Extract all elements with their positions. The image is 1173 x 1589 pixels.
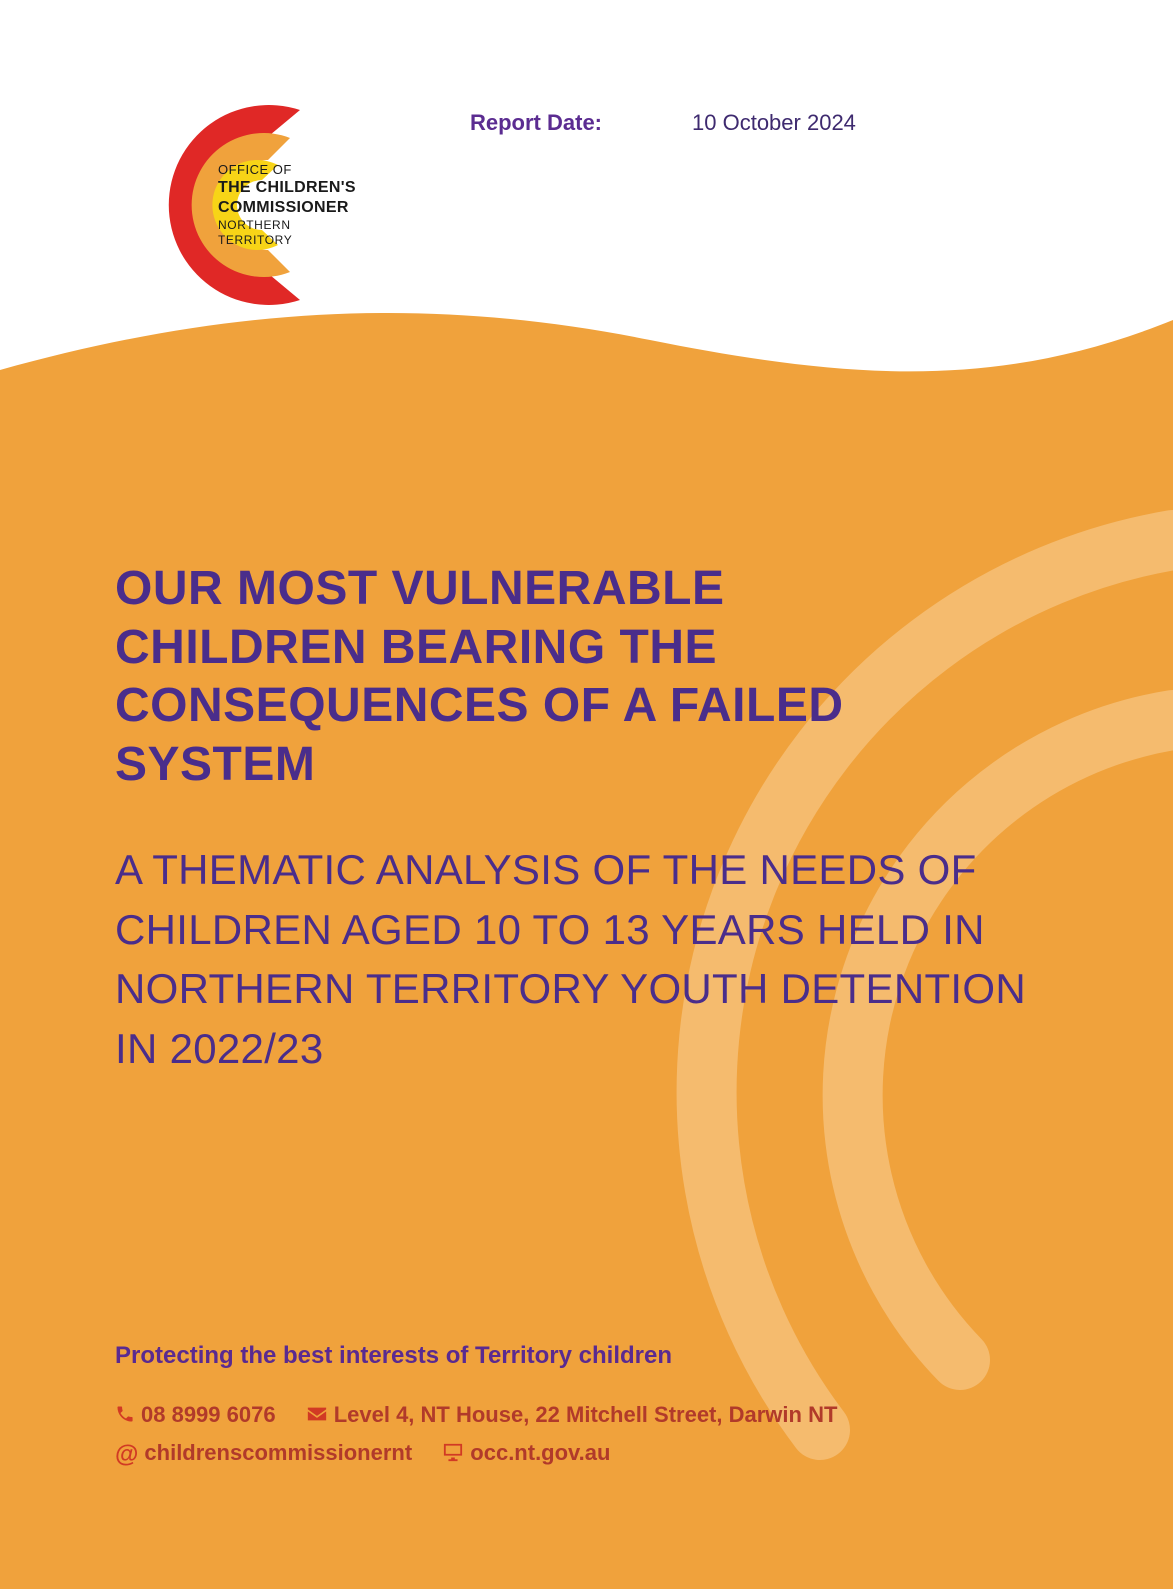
- phone-icon: [115, 1404, 135, 1424]
- occ-logo: OFFICE OF THE CHILDREN'S COMMISSIONER NO…: [100, 90, 360, 320]
- report-cover-page: OFFICE OF THE CHILDREN'S COMMISSIONER NO…: [0, 0, 1173, 1589]
- at-icon: @: [115, 1435, 138, 1476]
- address-text: Level 4, NT House, 22 Mitchell Street, D…: [334, 1396, 838, 1433]
- handle-text: childrenscommissionernt: [144, 1434, 412, 1471]
- contact-address: Level 4, NT House, 22 Mitchell Street, D…: [306, 1396, 838, 1433]
- contact-handle: @ childrenscommissionernt: [115, 1433, 412, 1474]
- report-date-value: 10 October 2024: [692, 110, 856, 136]
- logo-text-block: OFFICE OF THE CHILDREN'S COMMISSIONER NO…: [218, 162, 360, 248]
- contact-row: 08 8999 6076 Level 4, NT House, 22 Mitch…: [115, 1396, 1083, 1474]
- main-title: OUR MOST VULNERABLE CHILDREN BEARING THE…: [115, 560, 875, 794]
- logo-line-1: OFFICE OF: [218, 162, 360, 178]
- report-date-row: Report Date: 10 October 2024: [470, 110, 1083, 136]
- title-block: OUR MOST VULNERABLE CHILDREN BEARING THE…: [115, 560, 1083, 1079]
- report-date-label: Report Date:: [470, 110, 602, 136]
- contact-web: occ.nt.gov.au: [442, 1434, 610, 1471]
- monitor-icon: [442, 1442, 464, 1462]
- web-text: occ.nt.gov.au: [470, 1434, 610, 1471]
- logo-line-4: NORTHERN TERRITORY: [218, 218, 360, 248]
- subtitle: A THEMATIC ANALYSIS OF THE NEEDS OF CHIL…: [115, 840, 1065, 1079]
- phone-text: 08 8999 6076: [141, 1396, 276, 1433]
- contact-phone: 08 8999 6076: [115, 1396, 276, 1433]
- tagline: Protecting the best interests of Territo…: [115, 1342, 1083, 1370]
- envelope-icon: [306, 1404, 328, 1424]
- logo-line-3: COMMISSIONER: [218, 198, 360, 218]
- logo-line-2: THE CHILDREN'S: [218, 178, 360, 198]
- footer-block: Protecting the best interests of Territo…: [115, 1342, 1083, 1474]
